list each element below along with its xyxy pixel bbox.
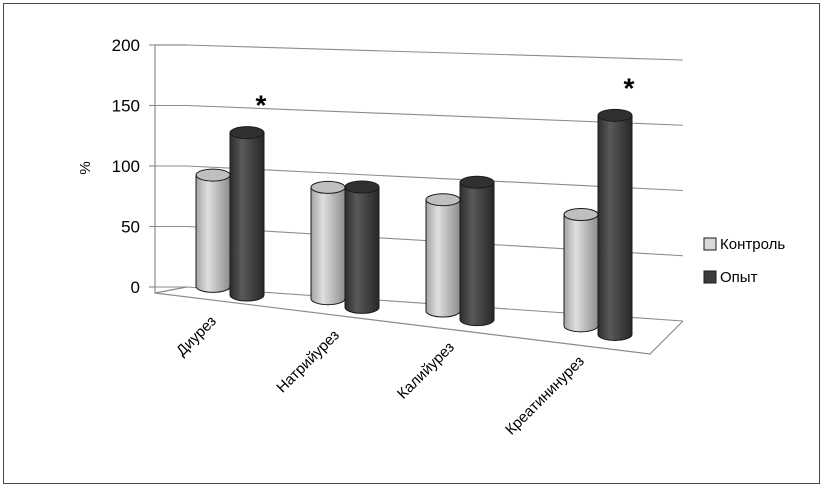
bar-experiment-2 [459,175,495,327]
category-label: Креатининурез [502,353,588,439]
y-ticks: 0 50 100 150 200 [112,36,155,297]
legend-label: Опыт [720,269,758,286]
bar-control-0 [195,168,231,293]
category-label: Натрийурез [273,327,343,397]
y-axis-label: % [77,161,94,174]
bar-experiment-1 [344,180,380,314]
significance-mark: * [624,72,635,103]
y-tick-label: 0 [131,278,140,297]
floor-edge [154,292,684,355]
bars: ** [195,72,635,341]
category-label: Диурез [173,313,220,360]
y-tick-label: 150 [112,97,140,116]
legend: Контроль Опыт [703,236,785,286]
gridline [186,44,684,61]
bar-experiment-3: * [597,72,635,341]
legend-swatch [703,237,717,251]
significance-mark: * [256,90,267,121]
bar-experiment-0: * [229,90,267,302]
left-wall [154,45,188,294]
legend-swatch [703,270,717,284]
bar-control-3 [563,208,599,333]
y-tick-label: 50 [121,218,140,237]
y-tick-label: 200 [112,36,140,55]
bar-control-2 [425,193,461,318]
category-label: Калийурез [394,339,458,403]
chart-frame [3,3,820,484]
legend-label: Контроль [720,236,785,253]
bar-control-1 [310,180,346,306]
y-tick-label: 100 [112,157,140,176]
category-labels: Диурез Натрийурез Калийурез Креатининурез [173,313,588,439]
